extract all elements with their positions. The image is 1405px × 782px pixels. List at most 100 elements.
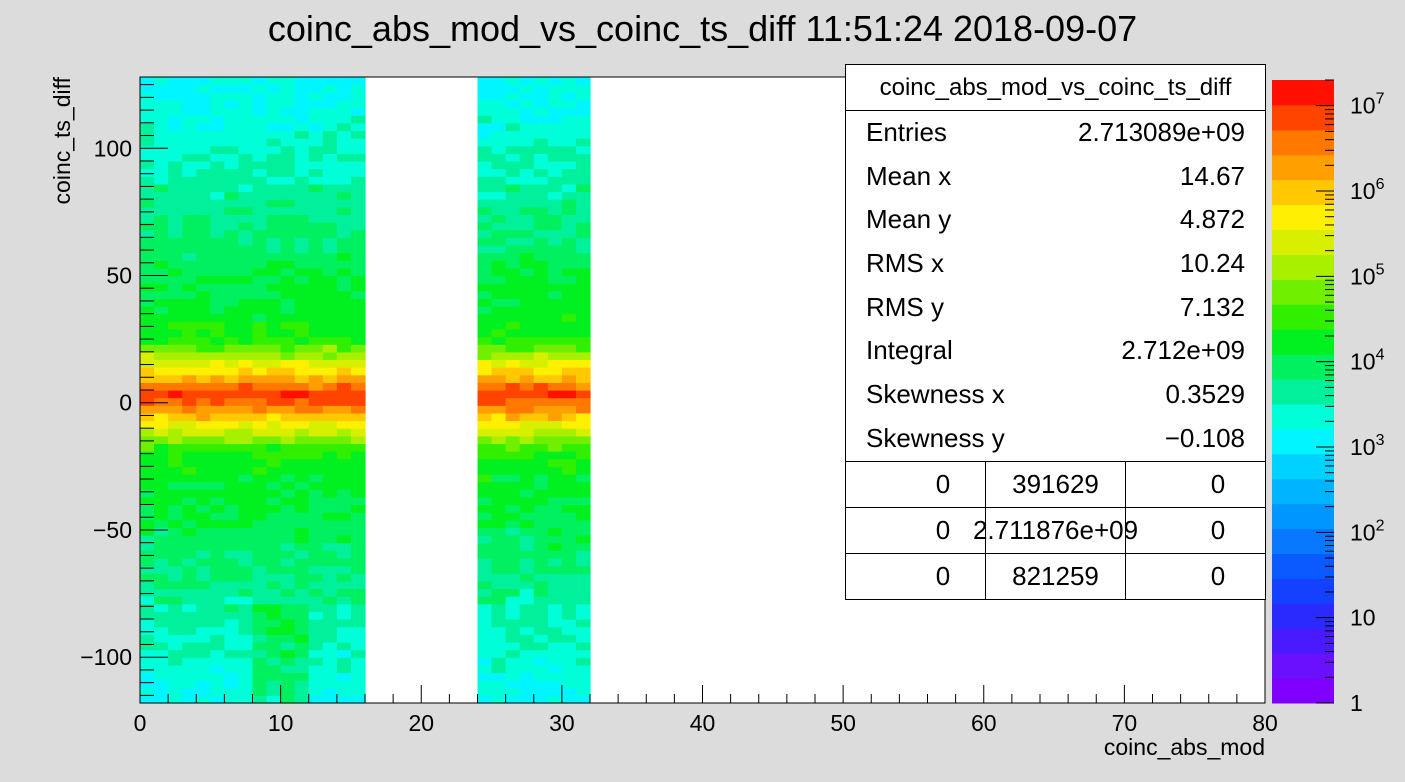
histogram-cell [280, 122, 296, 132]
histogram-cell [505, 237, 521, 246]
histogram-cell [575, 542, 591, 551]
histogram-cell [575, 626, 591, 635]
histogram-cell [519, 313, 535, 322]
histogram-cell [350, 359, 366, 368]
histogram-cell [140, 664, 155, 674]
histogram-cell [168, 619, 183, 628]
histogram-cell [252, 321, 268, 330]
x-tick-label: 30 [549, 710, 575, 736]
histogram-cell [519, 183, 535, 193]
histogram-cell [575, 420, 591, 429]
histogram-cell [280, 84, 296, 93]
histogram-cell [547, 298, 563, 307]
histogram-cell [266, 664, 282, 674]
histogram-cell [505, 603, 521, 612]
histogram-cell [224, 328, 240, 338]
histogram-cell [350, 99, 366, 109]
histogram-cell [505, 160, 521, 170]
histogram-cell [280, 130, 296, 139]
histogram-cell [533, 649, 549, 658]
histogram-cell [561, 367, 577, 376]
histogram-cell [547, 504, 563, 513]
histogram-cell [252, 382, 268, 391]
histogram-cell [350, 145, 366, 154]
histogram-cell [505, 634, 521, 643]
histogram-cell [140, 367, 155, 376]
histogram-cell [294, 397, 310, 406]
histogram-cell [294, 306, 310, 315]
histogram-cell [350, 283, 366, 292]
histogram-cell [280, 313, 296, 322]
histogram-cell [308, 657, 324, 666]
histogram-cell [140, 680, 155, 689]
histogram-cell [252, 649, 268, 658]
histogram-cell [196, 214, 211, 223]
histogram-cell [505, 443, 521, 452]
histogram-cell [294, 596, 310, 605]
histogram-cell [238, 435, 254, 445]
histogram-cell [140, 214, 155, 223]
histogram-cell [491, 382, 507, 391]
histogram-cell [266, 107, 282, 116]
histogram-cell [196, 290, 211, 299]
histogram-cell [168, 244, 183, 254]
histogram-cell [182, 405, 197, 414]
histogram-cell [491, 283, 507, 292]
histogram-cell [477, 336, 493, 345]
histogram-cell [561, 351, 577, 361]
histogram-cell [238, 321, 254, 330]
histogram-cell [280, 344, 296, 353]
histogram-cell [505, 99, 521, 109]
histogram-cell [505, 336, 521, 345]
histogram-cell [224, 244, 240, 254]
histogram-cell [308, 176, 324, 185]
histogram-cell [575, 267, 591, 277]
histogram-cell [266, 451, 282, 460]
histogram-cell [210, 596, 225, 605]
histogram-cell [210, 634, 225, 643]
histogram-cell [238, 473, 254, 483]
histogram-cell [210, 351, 225, 361]
colorbar-swatch [1272, 453, 1334, 480]
histogram-cell [210, 641, 225, 651]
histogram-cell [322, 512, 338, 521]
histogram-cell [266, 260, 282, 269]
histogram-cell [224, 390, 240, 399]
histogram-cell [252, 168, 268, 177]
histogram-cell [224, 687, 240, 696]
histogram-cell [547, 237, 563, 246]
histogram-cell [322, 641, 338, 651]
histogram-cell [252, 695, 268, 704]
histogram-cell [182, 275, 197, 284]
histogram-cell [575, 680, 591, 689]
histogram-cell [210, 527, 225, 536]
histogram-cell [168, 367, 183, 376]
histogram-cell [182, 367, 197, 376]
histogram-cell [505, 367, 521, 376]
histogram-cell [350, 619, 366, 628]
histogram-cell [238, 244, 254, 254]
histogram-cell [252, 306, 268, 315]
histogram-cell [210, 481, 225, 490]
histogram-cell [252, 451, 268, 460]
histogram-cell [575, 382, 591, 391]
histogram-cell [519, 634, 535, 643]
histogram-cell [533, 328, 549, 338]
histogram-cell [322, 267, 338, 277]
histogram-cell [140, 206, 155, 216]
histogram-cell [533, 519, 549, 529]
histogram-cell [519, 199, 535, 208]
histogram-cell [336, 489, 352, 498]
histogram-cell [252, 367, 268, 376]
histogram-cell [533, 687, 549, 696]
stats-value: 7.132 [1179, 291, 1245, 322]
histogram-cell [210, 145, 225, 154]
histogram-cell [224, 512, 240, 521]
stats-value: 10.24 [1179, 248, 1245, 279]
histogram-cell [252, 458, 268, 467]
histogram-cell [154, 657, 169, 666]
histogram-cell [477, 626, 493, 635]
histogram-cell [322, 420, 338, 429]
histogram-cell [224, 191, 240, 200]
histogram-cell [266, 435, 282, 445]
